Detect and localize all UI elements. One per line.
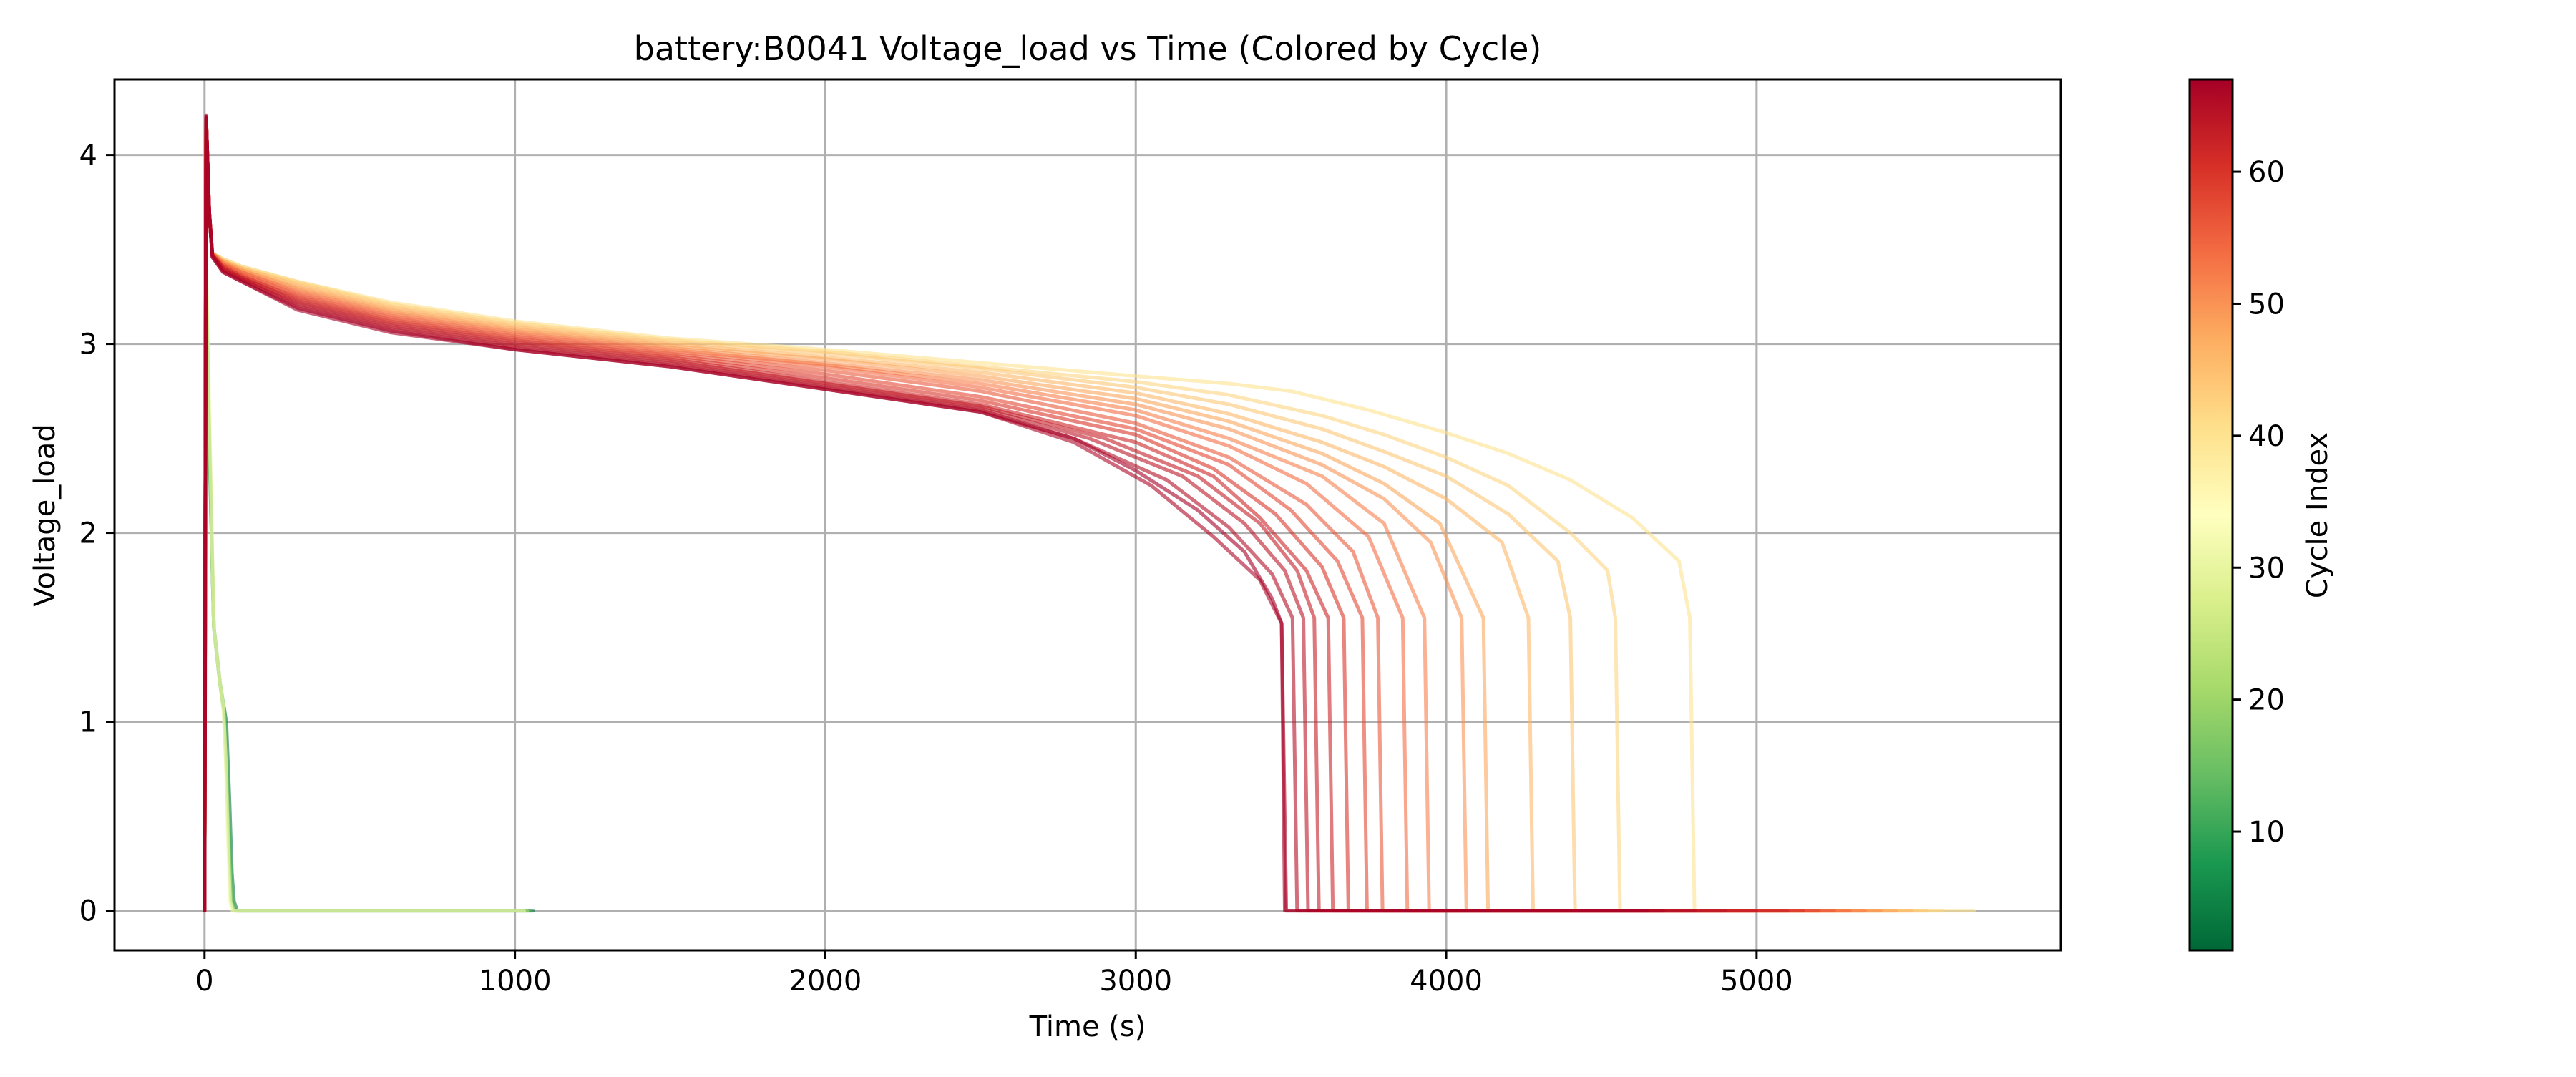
- series-line-cycle-22: [203, 266, 530, 913]
- y-axis-label: Voltage_load: [29, 424, 62, 607]
- series-line-cycle-32: [203, 248, 527, 913]
- series-line-cycle-40: [203, 115, 1976, 913]
- x-tick-label: 5000: [1720, 965, 1793, 998]
- colorbar-ticks: 10 20 30 40 50 60: [2233, 156, 2285, 849]
- series-line-cycle-12: [203, 285, 532, 913]
- series-line-cycle-54: [203, 115, 1852, 913]
- series-line-cycle-63: [203, 115, 1759, 913]
- series-line-cycle-46: [203, 115, 1914, 913]
- series-line-cycle-42: [203, 115, 1945, 913]
- series-line-cycle-58: [203, 115, 1821, 913]
- plot-area-frame: [113, 78, 2062, 952]
- y-tick-label: 3: [79, 328, 97, 361]
- y-tick-label: 2: [79, 517, 97, 550]
- colorbar-label: Cycle Index: [2301, 432, 2334, 598]
- x-axis-ticks: 0 1000 2000 3000 4000 5000: [195, 950, 1793, 998]
- colorbar-tick-label: 40: [2248, 420, 2285, 453]
- x-tick-label: 4000: [1410, 965, 1483, 998]
- series-line-cycle-3: [203, 285, 536, 913]
- series-line-cycle-60: [203, 115, 1805, 913]
- colorbar-tick-label: 30: [2248, 552, 2285, 585]
- series-line-cycle-56: [203, 115, 1836, 913]
- series-line-cycle-44: [203, 115, 1929, 913]
- series-line-cycle-65: [203, 115, 1697, 913]
- y-tick-label: 1: [79, 706, 97, 739]
- x-tick-label: 0: [195, 965, 213, 998]
- series-line-cycle-48: [203, 115, 1898, 913]
- series-line-cycle-52: [203, 115, 1868, 913]
- series-line-cycle-66: [203, 115, 1666, 913]
- series-line-cycle-67: [203, 113, 1650, 913]
- x-tick-label: 3000: [1099, 965, 1172, 998]
- series-line-cycle-64: [203, 115, 1727, 913]
- chart-title: battery:B0041 Voltage_load vs Time (Colo…: [634, 29, 1542, 68]
- y-tick-label: 4: [79, 140, 97, 172]
- colorbar-tick-label: 10: [2248, 816, 2285, 849]
- colorbar-gradient: [2188, 78, 2234, 952]
- grid-lines: [114, 79, 2061, 950]
- x-axis-label: Time (s): [1029, 1010, 1146, 1043]
- y-tick-label: 0: [79, 895, 97, 928]
- series-line-cycle-62: [203, 115, 1790, 913]
- colorbar-tick-label: 20: [2248, 684, 2285, 717]
- colorbar-tick-label: 50: [2248, 288, 2285, 321]
- colorbar: 10 20 30 40 50 60 Cycle Index: [2188, 78, 2334, 952]
- x-tick-label: 1000: [479, 965, 552, 998]
- x-tick-label: 2000: [789, 965, 862, 998]
- y-axis-ticks: 0 1 2 3 4: [79, 140, 114, 928]
- colorbar-tick-label: 60: [2248, 156, 2285, 189]
- series-lines: [203, 113, 1976, 913]
